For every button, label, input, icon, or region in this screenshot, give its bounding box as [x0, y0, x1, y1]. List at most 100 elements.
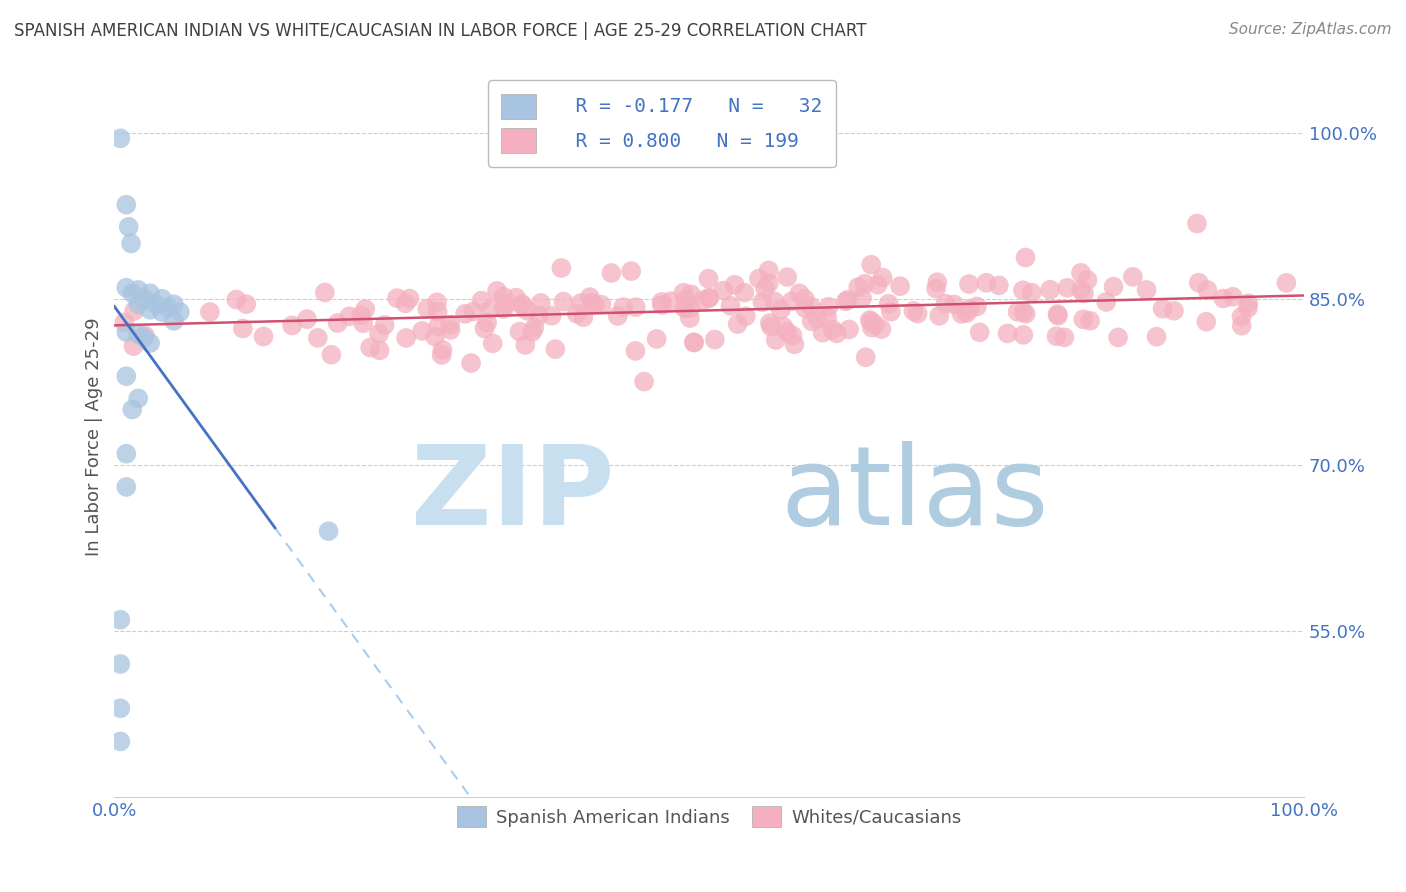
- Point: [134, 328, 156, 343]
- Point: [1152, 301, 1174, 316]
- Point: [754, 282, 776, 296]
- Point: [974, 276, 997, 290]
- Point: [460, 356, 482, 370]
- Point: [934, 297, 956, 311]
- Point: [851, 291, 873, 305]
- Point: [724, 277, 747, 292]
- Point: [711, 284, 734, 298]
- Point: [1076, 273, 1098, 287]
- Point: [987, 278, 1010, 293]
- Point: [870, 322, 893, 336]
- Point: [1102, 279, 1125, 293]
- Point: [439, 323, 461, 337]
- Point: [139, 336, 162, 351]
- Point: [235, 297, 257, 311]
- Point: [815, 310, 838, 325]
- Text: atlas: atlas: [780, 442, 1049, 549]
- Point: [479, 302, 502, 317]
- Point: [426, 304, 449, 318]
- Point: [759, 319, 782, 334]
- Point: [672, 285, 695, 300]
- Point: [1071, 312, 1094, 326]
- Point: [1039, 283, 1062, 297]
- Point: [110, 131, 132, 145]
- Point: [481, 336, 503, 351]
- Point: [553, 294, 575, 309]
- Point: [1014, 251, 1036, 265]
- Point: [703, 333, 725, 347]
- Point: [855, 350, 877, 364]
- Point: [1237, 296, 1260, 310]
- Point: [523, 320, 546, 334]
- Point: [697, 291, 720, 305]
- Point: [169, 305, 191, 319]
- Point: [800, 299, 823, 313]
- Point: [969, 326, 991, 340]
- Point: [321, 348, 343, 362]
- Point: [692, 293, 714, 308]
- Point: [782, 328, 804, 343]
- Point: [127, 392, 149, 406]
- Point: [957, 277, 980, 291]
- Point: [959, 301, 981, 316]
- Point: [1046, 307, 1069, 321]
- Point: [120, 236, 142, 251]
- Point: [368, 326, 391, 341]
- Point: [863, 318, 886, 332]
- Point: [645, 332, 668, 346]
- Point: [907, 307, 929, 321]
- Point: [385, 291, 408, 305]
- Point: [510, 297, 533, 311]
- Point: [783, 337, 806, 351]
- Point: [295, 312, 318, 326]
- Point: [1012, 305, 1035, 319]
- Point: [794, 301, 817, 315]
- Point: [1045, 329, 1067, 343]
- Point: [359, 341, 381, 355]
- Point: [134, 292, 156, 306]
- Point: [439, 318, 461, 332]
- Point: [727, 317, 749, 331]
- Point: [925, 282, 948, 296]
- Point: [759, 316, 782, 330]
- Point: [776, 325, 799, 339]
- Point: [110, 613, 132, 627]
- Point: [352, 316, 374, 330]
- Point: [872, 270, 894, 285]
- Point: [772, 319, 794, 334]
- Point: [326, 316, 349, 330]
- Point: [720, 299, 742, 313]
- Point: [673, 301, 696, 315]
- Point: [432, 343, 454, 357]
- Point: [505, 291, 527, 305]
- Point: [395, 331, 418, 345]
- Point: [515, 338, 537, 352]
- Point: [817, 300, 839, 314]
- Point: [846, 280, 869, 294]
- Point: [624, 343, 647, 358]
- Point: [122, 339, 145, 353]
- Point: [115, 369, 138, 384]
- Point: [866, 277, 889, 292]
- Point: [145, 297, 167, 311]
- Point: [494, 298, 516, 312]
- Point: [118, 219, 141, 234]
- Point: [683, 335, 706, 350]
- Point: [1012, 327, 1035, 342]
- Point: [569, 296, 592, 310]
- Point: [612, 300, 634, 314]
- Point: [115, 480, 138, 494]
- Point: [150, 292, 173, 306]
- Point: [550, 260, 572, 275]
- Point: [1070, 266, 1092, 280]
- Point: [1146, 329, 1168, 343]
- Point: [591, 298, 613, 312]
- Point: [225, 293, 247, 307]
- Point: [763, 294, 786, 309]
- Point: [139, 302, 162, 317]
- Point: [950, 307, 973, 321]
- Point: [350, 309, 373, 323]
- Point: [679, 311, 702, 326]
- Point: [430, 348, 453, 362]
- Text: ZIP: ZIP: [411, 442, 614, 549]
